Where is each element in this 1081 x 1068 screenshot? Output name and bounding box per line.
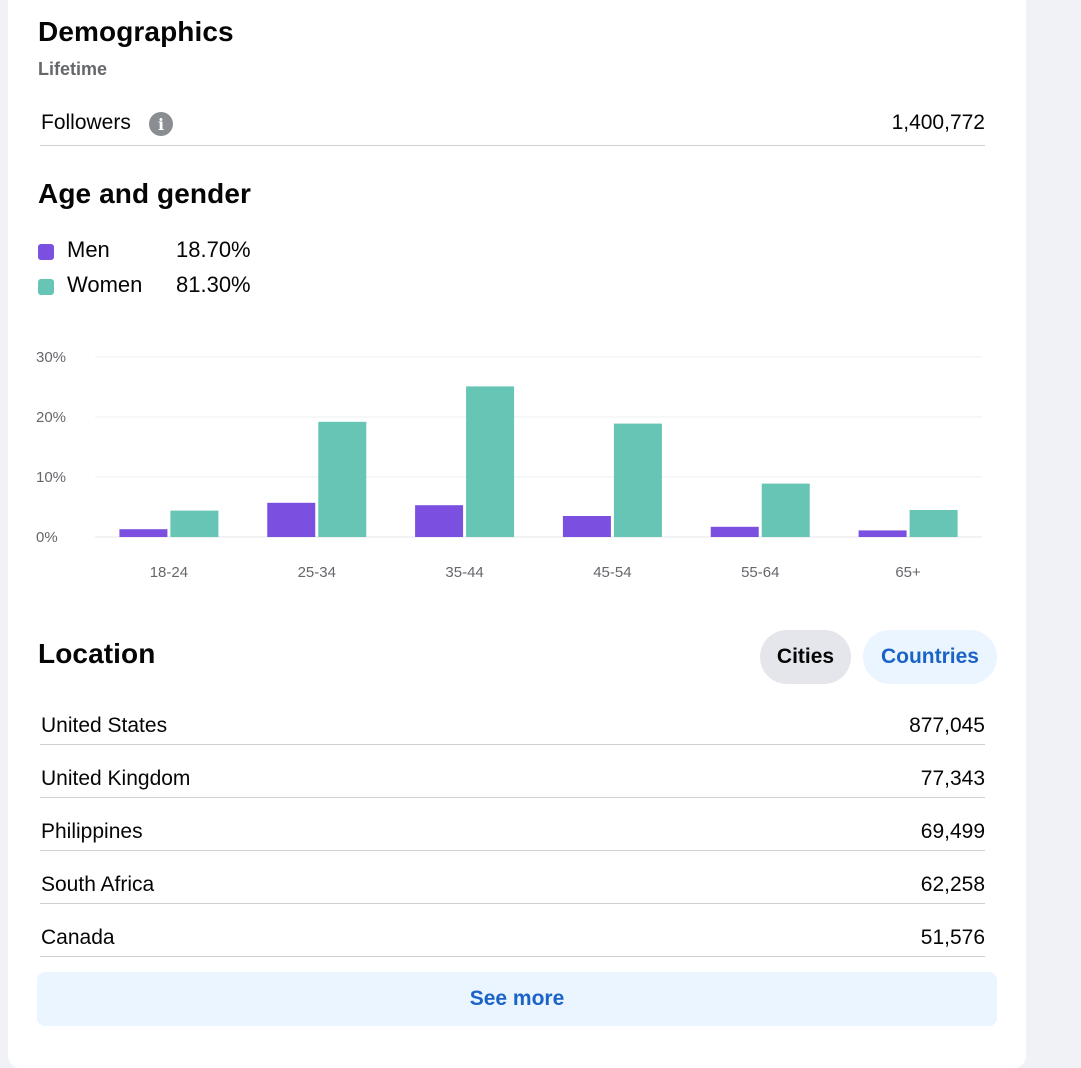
men-legend-label: Men	[67, 237, 110, 262]
followers-label: Followers	[41, 111, 131, 134]
women-legend-swatch	[38, 279, 54, 295]
bar-women-55-64[interactable]	[761, 483, 810, 537]
men-legend-swatch	[38, 244, 54, 260]
bar-men-55-64[interactable]	[710, 526, 759, 537]
bar-men-35-44[interactable]	[415, 505, 464, 537]
bar-men-18-24[interactable]	[119, 529, 168, 537]
bar-men-65+[interactable]	[858, 530, 907, 537]
location-row-divider	[40, 850, 985, 851]
y-tick-label: 0%	[36, 529, 58, 546]
x-tick-label: 25-34	[298, 564, 336, 581]
location-row-name: United States	[41, 714, 168, 737]
location-row-name: Philippines	[41, 820, 143, 843]
tab-countries[interactable]: Countries	[863, 630, 997, 684]
followers-count: 1,400,772	[891, 111, 985, 134]
bar-men-25-34[interactable]	[267, 502, 316, 537]
age-gender-chart: 0% 10% 20% 30% 18-24 25-34 35-44 45-54 55-64 65+	[36, 349, 982, 581]
bar-women-45-54[interactable]	[613, 423, 662, 537]
x-tick-label: 45-54	[593, 564, 631, 581]
location-row-name: South Africa	[41, 873, 155, 896]
tab-cities[interactable]: Cities	[760, 630, 851, 684]
see-more-button[interactable]: See more	[37, 972, 997, 1026]
location-row-value: 51,576	[920, 926, 985, 949]
location-row-name: Canada	[41, 926, 115, 949]
bar-women-65+[interactable]	[909, 510, 958, 537]
bar-women-35-44[interactable]	[466, 386, 515, 537]
location-row-divider	[40, 744, 985, 745]
x-tick-label: 65+	[895, 564, 921, 581]
location-row-name: United Kingdom	[41, 767, 191, 790]
location-row-value: 877,045	[909, 714, 985, 737]
lifetime-subtitle: Lifetime	[38, 59, 108, 79]
demographics-title: Demographics	[38, 16, 234, 47]
bar-men-45-54[interactable]	[562, 516, 611, 537]
location-row-value: 62,258	[920, 873, 985, 896]
y-tick-label: 20%	[36, 409, 66, 426]
info-icon[interactable]: i	[149, 112, 173, 136]
women-legend-value: 81.30%	[176, 272, 251, 297]
x-tick-label: 18-24	[150, 564, 188, 581]
age-gender-title: Age and gender	[38, 178, 251, 209]
men-legend-value: 18.70%	[176, 237, 251, 262]
location-row-divider	[40, 797, 985, 798]
bar-women-18-24[interactable]	[170, 510, 219, 537]
bar-women-25-34[interactable]	[318, 421, 367, 537]
location-title: Location	[38, 638, 156, 669]
y-tick-label: 30%	[36, 349, 66, 366]
location-row-divider	[40, 903, 985, 904]
x-tick-label: 55-64	[741, 564, 779, 581]
location-row-divider	[40, 956, 985, 957]
x-tick-label: 35-44	[445, 564, 483, 581]
location-row-value: 69,499	[920, 820, 985, 843]
followers-divider	[40, 145, 985, 146]
women-legend-label: Women	[67, 272, 143, 297]
location-row-value: 77,343	[920, 767, 985, 790]
y-tick-label: 10%	[36, 469, 66, 486]
